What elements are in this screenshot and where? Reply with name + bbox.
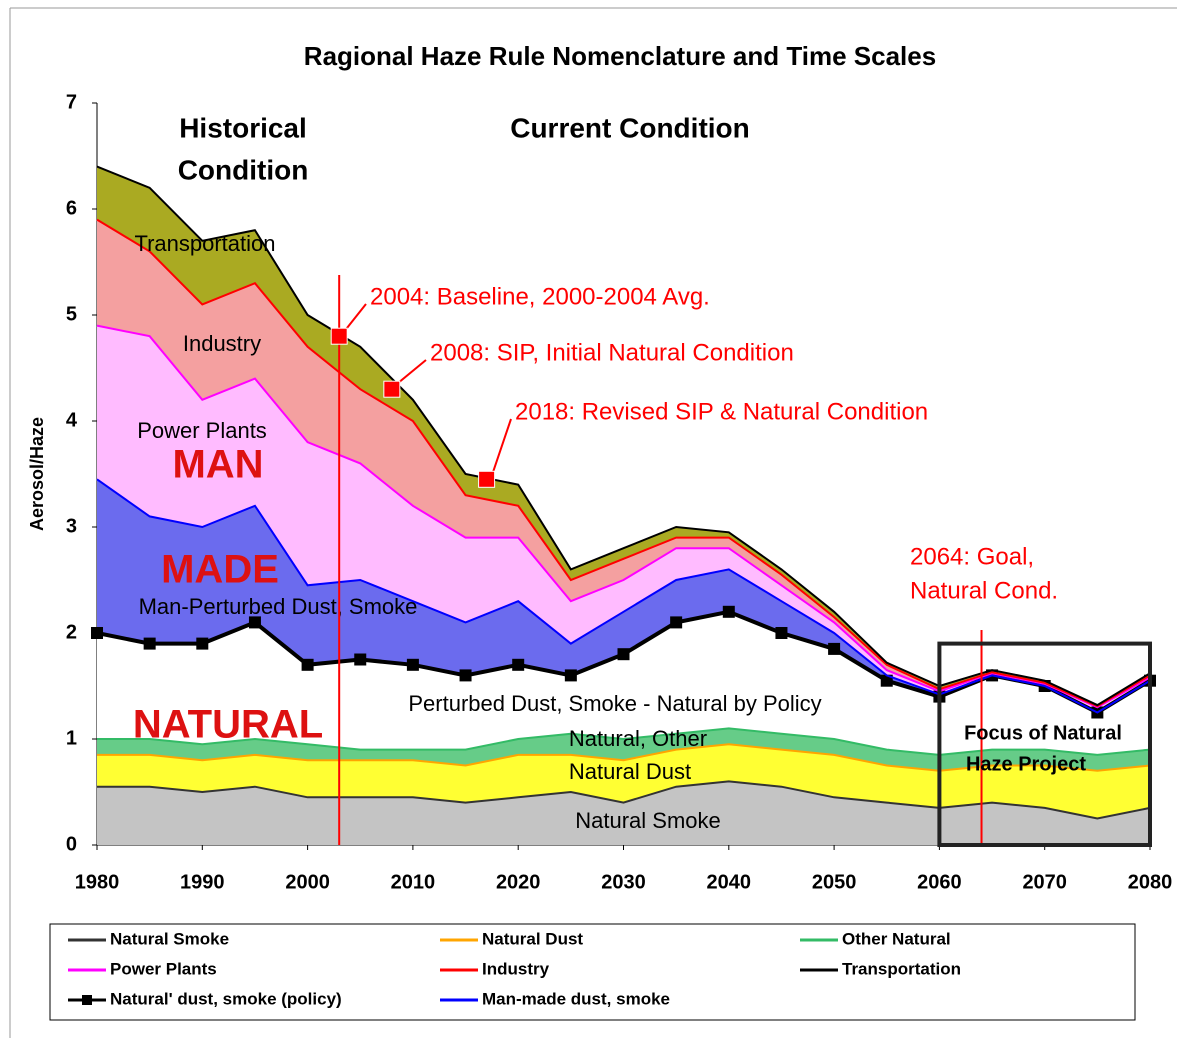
focus-label: Haze Project — [966, 753, 1086, 775]
y-tick-label: 6 — [66, 197, 77, 219]
area-label: Transportation — [134, 231, 275, 256]
x-tick-label: 2040 — [707, 871, 752, 893]
area-label: Perturbed Dust, Smoke - Natural by Polic… — [408, 691, 821, 716]
area-label: Natural Dust — [569, 759, 691, 784]
series-line — [96, 218, 1151, 708]
area-label: Industry — [183, 331, 261, 356]
policy-marker — [354, 653, 367, 666]
legend-label: Natural' dust, smoke (policy) — [110, 989, 342, 1008]
annotation-text: 2064: Goal, — [910, 543, 1034, 570]
x-tick-label: 2060 — [917, 871, 962, 893]
legend-label: Transportation — [842, 959, 961, 978]
x-tick-label: 1990 — [180, 871, 225, 893]
policy-marker — [196, 637, 209, 650]
y-tick-label: 5 — [66, 303, 77, 325]
y-tick-label: 7 — [66, 91, 77, 113]
policy-marker — [617, 648, 630, 661]
area-label: MADE — [161, 548, 279, 592]
y-tick-label: 1 — [66, 727, 77, 749]
series-line — [97, 727, 1151, 756]
area-label: Power Plants — [137, 418, 267, 443]
policy-marker — [722, 605, 735, 618]
policy-marker — [670, 616, 683, 629]
policy-marker — [880, 674, 893, 687]
policy-marker — [512, 658, 525, 671]
legend-box — [49, 923, 1136, 1021]
policy-marker — [143, 637, 156, 650]
y-axis-label: Aerosol/Haze — [27, 417, 47, 531]
policy-marker — [301, 658, 314, 671]
area-label: MAN — [172, 443, 263, 487]
x-tick-label: 2050 — [812, 871, 857, 893]
leader-line — [491, 418, 512, 474]
area-label: Condition — [178, 154, 309, 185]
focus-box — [937, 641, 1153, 847]
policy-marker — [406, 658, 419, 671]
area-label: Man-Perturbed Dust, Smoke — [139, 594, 418, 619]
series-line — [97, 743, 1151, 772]
annotation-marker — [478, 470, 496, 488]
area — [97, 611, 1150, 755]
x-tick-label: 2020 — [496, 871, 541, 893]
focus-label: Focus of Natural — [964, 722, 1122, 744]
area-label: Current Condition — [510, 112, 750, 143]
x-tick-label: 2080 — [1128, 871, 1173, 893]
area — [97, 325, 1150, 713]
annotation-text: 2008: SIP, Initial Natural Condition — [430, 339, 794, 366]
legend-label: Natural Smoke — [110, 929, 229, 948]
series-line — [96, 165, 1151, 707]
series-line — [97, 780, 1151, 820]
policy-marker — [828, 642, 841, 655]
area-label: NATURAL — [133, 703, 323, 747]
x-tick-label: 2000 — [285, 871, 330, 893]
policy-marker — [775, 627, 788, 639]
policy-marker — [459, 669, 472, 682]
area-label: Historical — [179, 112, 307, 143]
legend-label: Industry — [482, 959, 550, 978]
annotation-text: 2018: Revised SIP & Natural Condition — [515, 398, 928, 425]
series-line — [96, 478, 1151, 714]
policy-marker — [248, 616, 261, 629]
x-tick-label: 1980 — [75, 871, 120, 893]
y-tick-label: 2 — [66, 621, 77, 643]
legend-label: Natural Dust — [482, 929, 583, 948]
leader-line — [344, 303, 367, 331]
area-label: Natural, Other — [569, 726, 707, 751]
x-tick-label: 2030 — [601, 871, 646, 893]
chart-title: Ragional Haze Rule Nomenclature and Time… — [304, 41, 936, 71]
policy-marker — [564, 669, 577, 682]
y-tick-label: 3 — [66, 515, 77, 537]
leader-line — [397, 359, 427, 384]
legend-label: Other Natural — [842, 929, 951, 948]
legend-marker — [82, 995, 92, 1005]
annotation-text: 2004: Baseline, 2000-2004 Avg. — [370, 283, 710, 310]
annotation-marker — [330, 327, 348, 345]
area-label: Natural Smoke — [575, 808, 721, 833]
x-tick-label: 2010 — [391, 871, 436, 893]
y-tick-label: 0 — [66, 833, 77, 855]
x-tick-label: 2070 — [1022, 871, 1067, 893]
legend-label: Power Plants — [110, 959, 217, 978]
area — [97, 744, 1150, 819]
annotation-marker — [383, 380, 401, 398]
legend-label: Man-made dust, smoke — [482, 989, 670, 1008]
annotation-text: Natural Cond. — [910, 577, 1058, 604]
y-tick-label: 4 — [66, 409, 78, 431]
series-line — [96, 324, 1151, 709]
